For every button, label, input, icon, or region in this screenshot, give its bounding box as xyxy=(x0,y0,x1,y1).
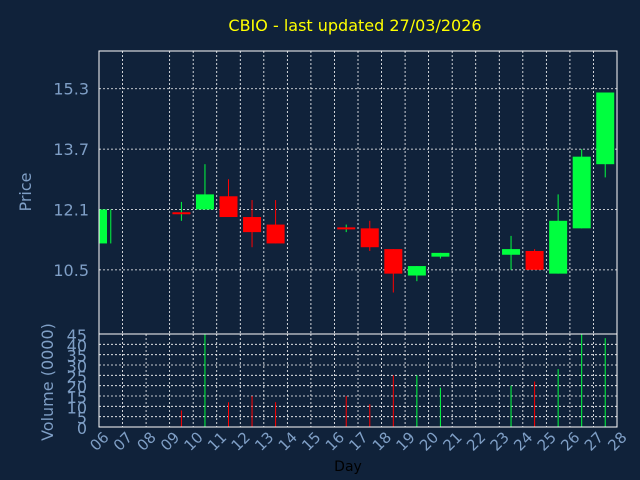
volume-y-tick-label: 40 xyxy=(67,336,87,355)
candle-body xyxy=(243,217,262,233)
candle-day-19 xyxy=(407,266,426,282)
x-axis-label: Day xyxy=(334,459,362,475)
volume-y-tick-label: 25 xyxy=(67,367,87,386)
volume-y-tick-label: 45 xyxy=(67,326,87,345)
price-y-tick-label: 10.5 xyxy=(53,261,89,280)
candle-day-24 xyxy=(525,249,544,270)
candle-body xyxy=(195,194,214,210)
candle-day-13 xyxy=(266,200,285,244)
price-grid xyxy=(99,51,617,334)
volume-y-tick-label: 10 xyxy=(67,398,87,417)
candle-body xyxy=(572,156,591,229)
price-y-tick-label: 13.7 xyxy=(53,140,89,159)
volume-y-tick-label: 5 xyxy=(77,409,87,428)
candle-day-9 xyxy=(172,201,191,221)
candlestick-series xyxy=(99,92,615,293)
candle-body xyxy=(99,209,107,244)
candle-body xyxy=(596,92,615,165)
candle-day-17 xyxy=(360,220,379,251)
volume-plot-frame xyxy=(98,333,618,428)
candle-day-20 xyxy=(431,252,450,259)
volume-y-tick-label: 30 xyxy=(67,357,87,376)
candle-body xyxy=(384,249,403,274)
x-tick-labels: 0607080910111213141516171819202122232425… xyxy=(86,428,630,454)
candle-day-11 xyxy=(219,179,238,218)
volume-y-tick-label: 15 xyxy=(67,388,87,407)
volume-y-tick-label: 35 xyxy=(67,347,87,366)
candle-day-6 xyxy=(99,209,112,244)
candle-day-10 xyxy=(195,164,214,210)
chart-title: CBIO - last updated 27/03/2026 xyxy=(228,16,481,35)
candle-day-27 xyxy=(596,92,615,178)
candle-day-18 xyxy=(384,249,403,293)
candle-day-26 xyxy=(572,149,591,229)
volume-grid xyxy=(99,333,617,428)
candle-body xyxy=(549,220,568,274)
volume-y-tick-label: 0 xyxy=(77,419,87,438)
candle-day-12 xyxy=(243,200,262,248)
candle-body xyxy=(219,196,238,218)
candle-body xyxy=(360,228,379,248)
candle-body xyxy=(431,252,450,257)
volume-bar-series xyxy=(180,334,606,427)
candle-body xyxy=(502,249,521,255)
candle-day-23 xyxy=(502,235,521,270)
price-y-tick-label: 12.1 xyxy=(53,200,89,219)
price-y-tick-labels: 10.5 12.1 13.7 15.3 xyxy=(53,80,89,280)
price-axis-label: Price xyxy=(16,172,35,211)
volume-axis-label: Volume (0000) xyxy=(38,323,57,441)
candle-body xyxy=(407,266,426,276)
candle-body xyxy=(525,250,544,270)
price-y-tick-label: 15.3 xyxy=(53,80,89,99)
candle-day-25 xyxy=(549,194,568,274)
volume-y-tick-label: 20 xyxy=(67,378,87,397)
candle-day-16 xyxy=(337,224,356,233)
candle-body xyxy=(266,224,285,244)
